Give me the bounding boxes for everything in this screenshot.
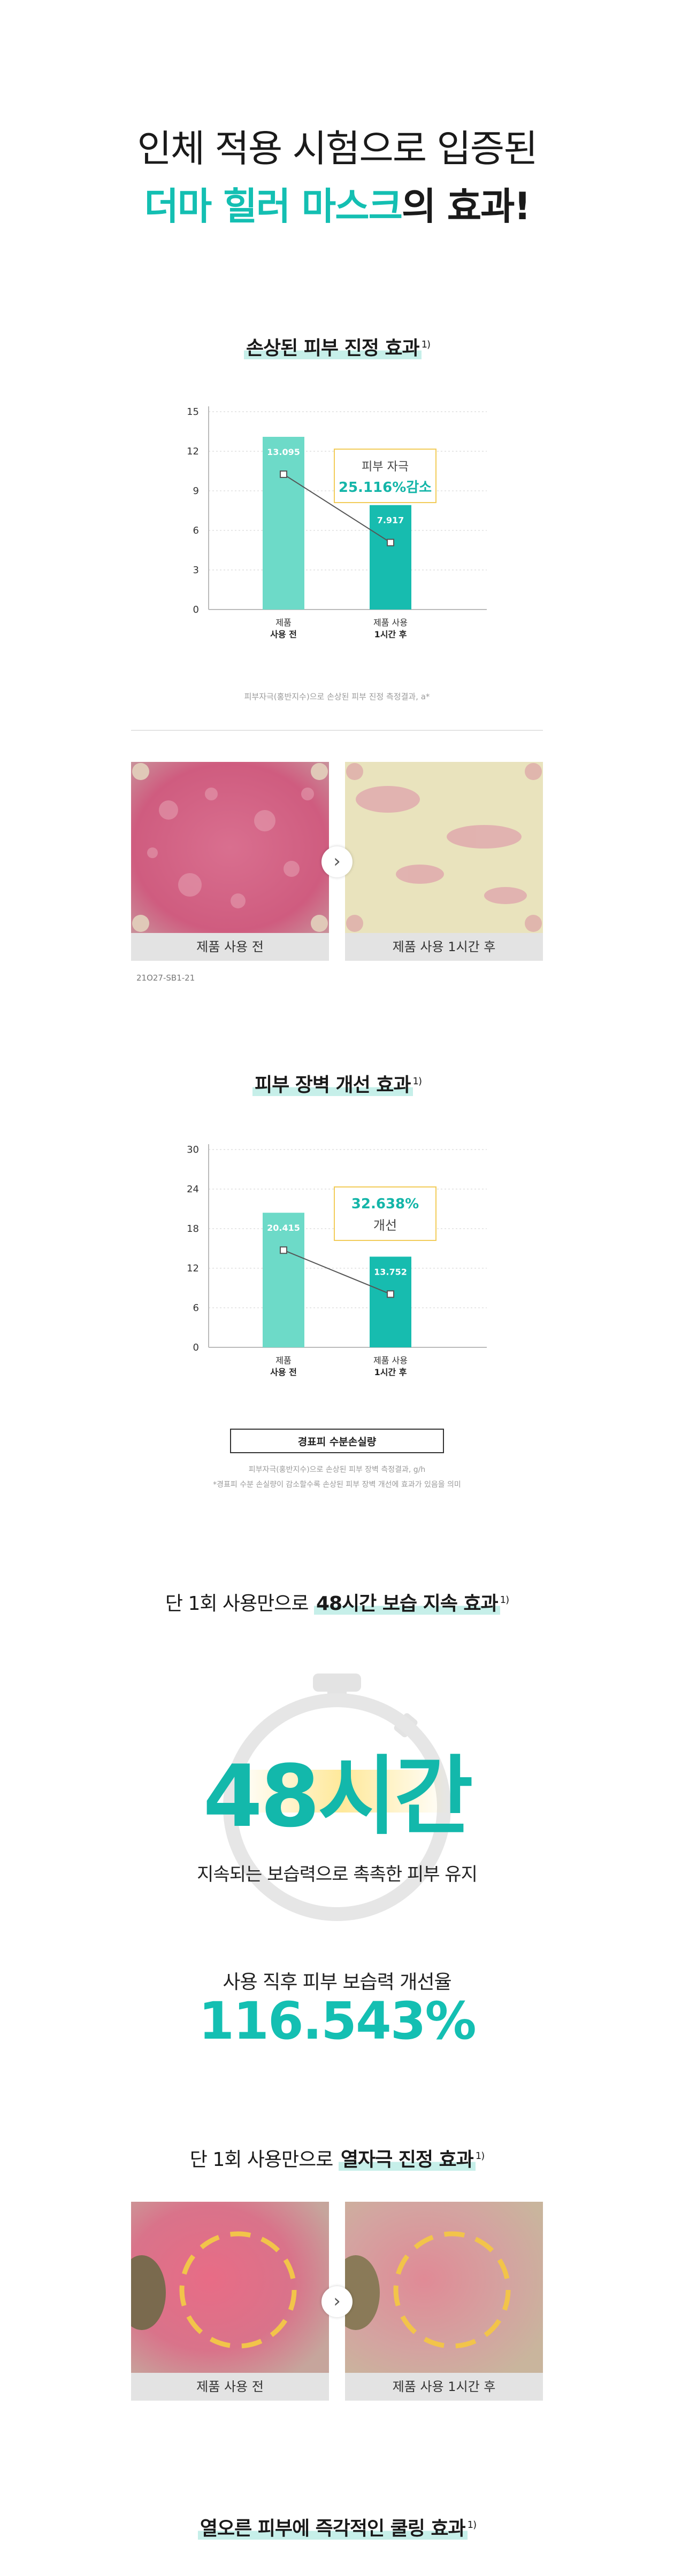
- photo-heat-after: [345, 2202, 543, 2373]
- hero-title-line2: 더마 힐러 마스크의 효과!: [0, 176, 674, 230]
- x-tick-label: 제품: [275, 618, 291, 628]
- y-tick-label: 0: [193, 604, 199, 615]
- section3-title: 단 1회 사용만으로 48시간 보습 지속 효과 1): [0, 1588, 674, 1616]
- bar-value-label: 13.095: [267, 447, 300, 457]
- trend-marker: [387, 538, 394, 546]
- section4-title: 단 1회 사용만으로 열자극 진정 효과 1): [0, 2144, 674, 2172]
- y-tick-label: 18: [187, 1223, 199, 1235]
- section1-note: 피부자극(홍반지수)으로 손상된 피부 진정 측정결과, a*: [244, 692, 430, 701]
- y-tick-label: 15: [187, 406, 199, 418]
- callout-line2: 25.116%감소: [339, 480, 432, 496]
- section2-note2: *경표피 수분 손실량이 감소할수록 손상된 피부 장벽 개선에 효과가 있음을…: [213, 1480, 461, 1489]
- section4-title-highlight: 열자극 진정 효과: [338, 2149, 476, 2171]
- y-tick-label: 9: [193, 485, 199, 497]
- callout-line1: 32.638%: [351, 1196, 419, 1212]
- moisture-label: 사용 직후 피부 보습력 개선율: [223, 1971, 451, 1993]
- photo-heat-after-caption: 제품 사용 1시간 후: [345, 2373, 543, 2401]
- y-tick-label: 30: [187, 1144, 199, 1155]
- y-tick-label: 12: [187, 1263, 199, 1274]
- x-tick-label: 제품 사용: [373, 618, 408, 628]
- x-tick-label: 1시간 후: [374, 629, 407, 639]
- x-tick-label: 사용 전: [270, 629, 297, 639]
- bar: [370, 1256, 411, 1347]
- section1-divider: [131, 730, 543, 731]
- bar: [263, 436, 304, 610]
- glow-decoration: [235, 1770, 449, 1813]
- bar: [370, 505, 411, 610]
- y-tick-label: 12: [187, 446, 199, 457]
- section5-title: 열오른 피부에 즉각적인 쿨링 효과 1): [0, 2513, 674, 2541]
- next-arrow-button-2[interactable]: ›: [321, 2286, 353, 2317]
- y-tick-label: 6: [193, 525, 199, 536]
- next-arrow-button[interactable]: ›: [321, 846, 353, 877]
- hero-title-suffix: 의 효과!: [402, 184, 531, 228]
- photo-heat-before-caption: 제품 사용 전: [131, 2373, 329, 2401]
- callout-box: [334, 449, 436, 503]
- trend-marker: [280, 1246, 287, 1254]
- trend-marker: [280, 470, 287, 478]
- bar-value-label: 7.917: [377, 515, 404, 526]
- hero-product-name: 더마 힐러 마스크: [144, 184, 403, 228]
- trend-marker: [387, 1290, 394, 1298]
- bar-value-label: 20.415: [267, 1223, 300, 1233]
- hero-title-line1: 인체 적용 시험으로 입증된: [137, 127, 538, 171]
- x-tick-label: 제품: [275, 1355, 291, 1366]
- hours-caption: 지속되는 보습력으로 촉촉한 피부 유지: [197, 1864, 478, 1885]
- section2-note1: 피부자극(홍반지수)으로 손상된 피부 장벽 측정결과, g/h: [248, 1466, 426, 1474]
- y-tick-label: 6: [193, 1302, 199, 1314]
- section1-sup: 1): [421, 339, 431, 350]
- section2-sup: 1): [412, 1076, 423, 1087]
- section5-sup: 1): [467, 2519, 477, 2531]
- section2-title-text: 피부 장벽 개선 효과: [252, 1074, 413, 1096]
- section3-title-pre: 단 1회 사용만으로: [165, 1593, 314, 1615]
- section3-sup: 1): [500, 1594, 510, 1606]
- x-tick-label: 제품 사용: [373, 1355, 408, 1366]
- callout-line1: 피부 자극: [362, 460, 409, 474]
- photo-before-caption: 제품 사용 전: [131, 933, 329, 961]
- section1-title-text: 손상된 피부 진정 효과: [243, 337, 422, 359]
- chart-legend: 경표피 수분손실량: [230, 1429, 444, 1453]
- bar: [263, 1213, 304, 1347]
- photo-after: [345, 762, 543, 933]
- photo-heat-before: [131, 2202, 329, 2373]
- callout-line2: 개선: [373, 1218, 397, 1233]
- test-code: 21O27-SB1-21: [136, 973, 195, 983]
- callout-box: [334, 1186, 436, 1241]
- y-tick-label: 3: [193, 565, 199, 576]
- hours-figure: 48시간: [203, 1746, 473, 1846]
- moisture-value: 116.543%: [198, 1991, 476, 2051]
- x-tick-label: 사용 전: [270, 1367, 297, 1377]
- section4-title-pre: 단 1회 사용만으로: [189, 2149, 339, 2171]
- x-tick-label: 1시간 후: [374, 1367, 407, 1377]
- bar-value-label: 13.752: [374, 1267, 407, 1277]
- trend-line: [283, 474, 391, 543]
- y-tick-label: 24: [187, 1184, 199, 1195]
- section4-sup: 1): [475, 2150, 485, 2162]
- y-tick-label: 0: [193, 1342, 199, 1353]
- trend-line: [283, 1250, 391, 1295]
- photo-after-caption: 제품 사용 1시간 후: [345, 933, 543, 961]
- section1-title: 손상된 피부 진정 효과 1): [0, 333, 674, 360]
- section5-title-text: 열오른 피부에 즉각적인 쿨링 효과: [197, 2518, 468, 2540]
- photo-before: [131, 762, 329, 933]
- section3-title-highlight: 48시간 보습 지속 효과: [313, 1593, 500, 1615]
- section2-title: 피부 장벽 개선 효과 1): [0, 1069, 674, 1097]
